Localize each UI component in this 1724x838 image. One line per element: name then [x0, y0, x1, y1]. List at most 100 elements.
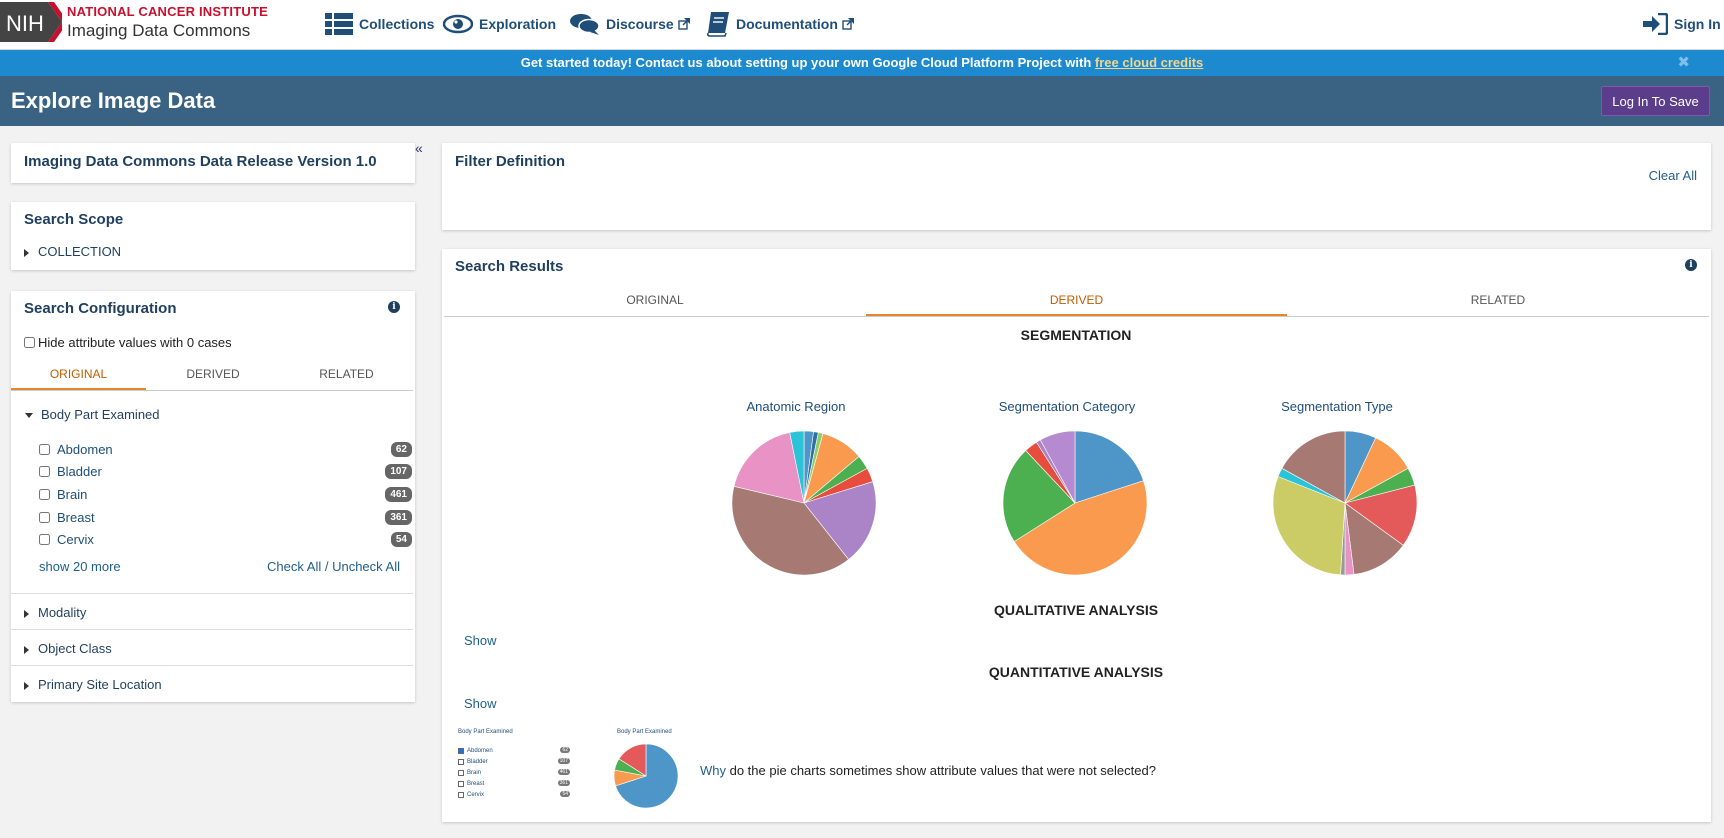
release-title: Imaging Data Commons Data Release Versio…	[24, 153, 377, 170]
pie-slice[interactable]	[1002, 450, 1076, 542]
pie-chart-explanation: Why do the pie charts sometimes show att…	[700, 763, 1156, 778]
attribute-row: Bladder 107	[39, 461, 412, 481]
collection-label: COLLECTION	[38, 244, 122, 259]
pie-slice[interactable]	[789, 430, 805, 504]
pie-slice[interactable]	[1013, 480, 1148, 576]
facet-object-class[interactable]: Object Class	[11, 629, 413, 665]
attribute-label: Breast	[57, 509, 95, 525]
facet-label: Modality	[38, 605, 87, 620]
collection-toggle[interactable]: COLLECTION	[24, 244, 121, 259]
mini-list-item: Abdomen 62	[458, 746, 570, 756]
uncheck-all-link[interactable]: Uncheck All	[332, 559, 400, 574]
chart-title: Segmentation Category	[998, 399, 1136, 414]
info-icon[interactable]: i	[388, 301, 400, 313]
nih-logo[interactable]: NIH	[0, 0, 68, 44]
brain-checkbox[interactable]	[39, 488, 50, 500]
announcement-banner: Get started today! Contact us about sett…	[0, 50, 1724, 76]
bladder-checkbox[interactable]	[39, 465, 50, 477]
book-icon	[706, 12, 729, 37]
why-text: do the pie charts sometimes show attribu…	[726, 763, 1156, 778]
facet-primary-site-location[interactable]: Primary Site Location	[11, 665, 413, 701]
show-qualitative-link[interactable]: Show	[464, 633, 497, 648]
mini-count-badge: 54	[560, 791, 570, 797]
close-icon[interactable]: ✖	[1677, 54, 1690, 71]
tab-original[interactable]: ORIGINAL	[626, 293, 684, 307]
sign-in-button[interactable]: Sign In	[1642, 12, 1721, 36]
facet-modality[interactable]: Modality	[11, 593, 413, 629]
show-quantitative-link[interactable]: Show	[464, 696, 497, 711]
pie-slice[interactable]	[731, 485, 850, 576]
mini-count-badge: 461	[557, 769, 570, 775]
hide-zero-option: Hide attribute values with 0 cases	[24, 335, 232, 350]
pie-slice[interactable]	[803, 481, 877, 560]
pie-slice[interactable]	[1344, 484, 1418, 546]
breast-checkbox[interactable]	[39, 511, 50, 523]
free-credits-link[interactable]: free cloud credits	[1094, 55, 1204, 70]
external-link-icon	[678, 18, 690, 30]
attribute-label: Brain	[57, 486, 88, 502]
count-badge: 62	[390, 442, 412, 457]
caret-right-icon	[24, 609, 29, 618]
pie-slice[interactable]	[1074, 430, 1144, 504]
nav-discourse[interactable]: Discourse	[570, 12, 696, 36]
pie-slice[interactable]	[1281, 430, 1346, 504]
attribute-label: Abdomen	[57, 441, 113, 457]
check-all-controls: Check All / Uncheck All	[267, 559, 400, 574]
count-badge: 461	[385, 487, 412, 502]
segmentation-type-pie[interactable]	[1272, 430, 1418, 576]
quantitative-heading: QUANTITATIVE ANALYSIS	[988, 664, 1164, 680]
why-link[interactable]: Why	[700, 763, 726, 778]
hide-zero-checkbox[interactable]	[24, 337, 35, 348]
qualitative-heading: QUALITATIVE ANALYSIS	[993, 602, 1159, 618]
clear-all-link[interactable]: Clear All	[1648, 168, 1697, 183]
count-badge: 107	[385, 464, 412, 479]
log-in-to-save-button[interactable]: Log In To Save	[1601, 86, 1710, 116]
mini-item-label: Brain	[467, 770, 482, 776]
search-results-title: Search Results	[455, 258, 564, 275]
institute-name: NATIONAL CANCER INSTITUTE	[67, 4, 268, 19]
info-icon[interactable]: i	[1685, 259, 1697, 271]
attribute-row: Abdomen 62	[39, 439, 412, 459]
check-all-link[interactable]: Check All	[267, 559, 322, 574]
body-part-label: Body Part Examined	[41, 407, 160, 422]
pie-slice[interactable]	[1272, 476, 1346, 576]
attribute-label: Bladder	[57, 463, 102, 479]
caret-down-icon	[25, 413, 33, 419]
tab-original[interactable]: ORIGINAL	[11, 357, 146, 390]
nav-collections[interactable]: Collections	[325, 12, 434, 36]
mini-count-badge: 107	[557, 758, 570, 764]
attribute-label: Cervix	[57, 531, 94, 547]
show-more-link[interactable]: show 20 more	[39, 559, 121, 574]
count-badge: 54	[390, 532, 412, 547]
page-title: Explore Image Data	[11, 88, 216, 113]
tab-related[interactable]: RELATED	[319, 367, 374, 381]
hide-zero-label: Hide attribute values with 0 cases	[38, 335, 232, 350]
anatomic-region-pie[interactable]	[731, 430, 877, 576]
mini-count-badge: 361	[557, 780, 570, 786]
pie-slice[interactable]	[615, 743, 679, 809]
cervix-checkbox[interactable]	[39, 533, 50, 545]
tab-derived[interactable]: DERIVED	[866, 283, 1287, 316]
nav-exploration[interactable]: Exploration	[443, 12, 556, 36]
filter-definition-card: Filter Definition Clear All	[442, 143, 1711, 230]
pie-slice[interactable]	[1344, 502, 1404, 575]
top-navigation: NIH NATIONAL CANCER INSTITUTE Imaging Da…	[0, 0, 1724, 50]
abdomen-checkbox[interactable]	[39, 443, 50, 455]
nav-documentation[interactable]: Documentation	[706, 12, 860, 37]
mini-list-item: Brain 461	[458, 768, 570, 778]
pie-slice[interactable]	[733, 432, 805, 504]
segmentation-category-pie[interactable]	[1002, 430, 1148, 576]
checkbox-icon	[458, 770, 464, 776]
count-badge: 361	[385, 510, 412, 525]
chart-title: Segmentation Type	[1281, 399, 1393, 414]
mini-facet-title: Body Part Examined	[458, 729, 513, 735]
checkbox-icon	[458, 759, 464, 765]
collapse-sidebar-icon[interactable]: «	[415, 140, 423, 156]
pie-slice[interactable]	[618, 743, 647, 777]
tab-derived[interactable]: DERIVED	[186, 367, 240, 381]
pie-slice[interactable]	[1039, 430, 1076, 504]
product-name: Imaging Data Commons	[67, 21, 251, 40]
checkbox-icon	[458, 781, 464, 787]
body-part-toggle[interactable]: Body Part Examined	[25, 407, 160, 422]
tab-related[interactable]: RELATED	[1470, 293, 1526, 307]
